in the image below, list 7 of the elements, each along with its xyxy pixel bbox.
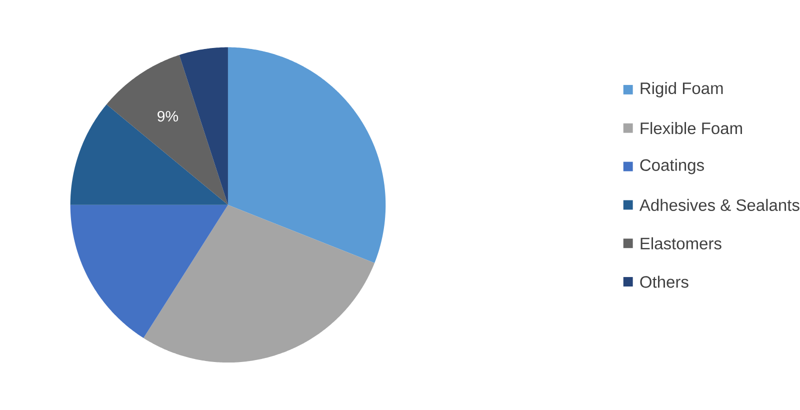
legend-label: Rigid Foam (640, 82, 723, 98)
data-label: 9% (158, 111, 178, 122)
legend-label: Coatings (640, 158, 704, 174)
legend-label: Elastomers (640, 237, 722, 250)
legend-label: Adhesives & Sealants (639, 198, 800, 212)
legend-label: Flexible Foam (640, 122, 742, 134)
legend-label: Others (640, 276, 688, 288)
